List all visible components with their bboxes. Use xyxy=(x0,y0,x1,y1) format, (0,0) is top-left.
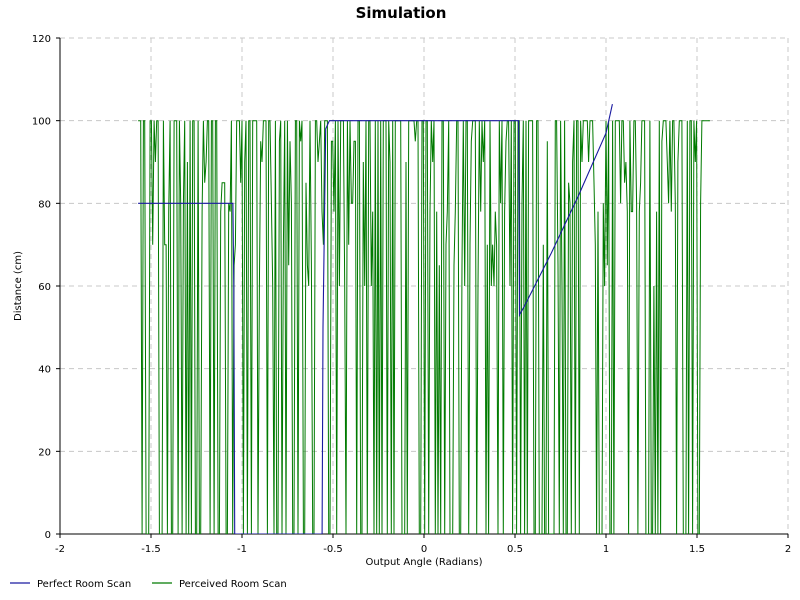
y-tick-label: 60 xyxy=(38,282,51,293)
x-tick-label: -2 xyxy=(55,544,65,555)
x-tick-label: 0 xyxy=(421,544,427,555)
plot-area xyxy=(56,37,789,538)
series-line-perfect-room-scan xyxy=(138,103,613,534)
y-tick-label: 0 xyxy=(45,530,51,541)
y-tick-label: 80 xyxy=(38,199,51,210)
x-tick-label: 1 xyxy=(603,544,609,555)
x-tick-label: 0.5 xyxy=(507,544,523,555)
y-tick-label: 40 xyxy=(38,365,51,376)
x-tick-label: -1.5 xyxy=(141,544,161,555)
series-group xyxy=(138,103,710,534)
y-tick-labels: 0 20 40 60 80 100 120 xyxy=(32,34,51,541)
y-axis-label: Distance (cm) xyxy=(13,251,24,321)
legend: Perfect Room Scan Perceived Room Scan xyxy=(10,579,287,590)
x-tick-label: 2 xyxy=(785,544,791,555)
x-tick-label: -1 xyxy=(237,544,247,555)
axes xyxy=(56,37,789,538)
y-tick-label: 20 xyxy=(38,447,51,458)
legend-label-perfect: Perfect Room Scan xyxy=(37,579,131,590)
x-tick-label: 1.5 xyxy=(689,544,705,555)
x-axis-label: Output Angle (Radians) xyxy=(365,557,482,568)
x-tick-label: -0.5 xyxy=(323,544,343,555)
y-tick-label: 120 xyxy=(32,34,51,45)
chart-title: Simulation xyxy=(356,4,447,22)
series-line-perceived-room-scan xyxy=(138,120,710,534)
y-tick-label: 100 xyxy=(32,117,51,128)
x-tick-labels: -2 -1.5 -1 -0.5 0 0.5 1 1.5 2 xyxy=(55,544,791,555)
legend-label-perceived: Perceived Room Scan xyxy=(179,579,287,590)
